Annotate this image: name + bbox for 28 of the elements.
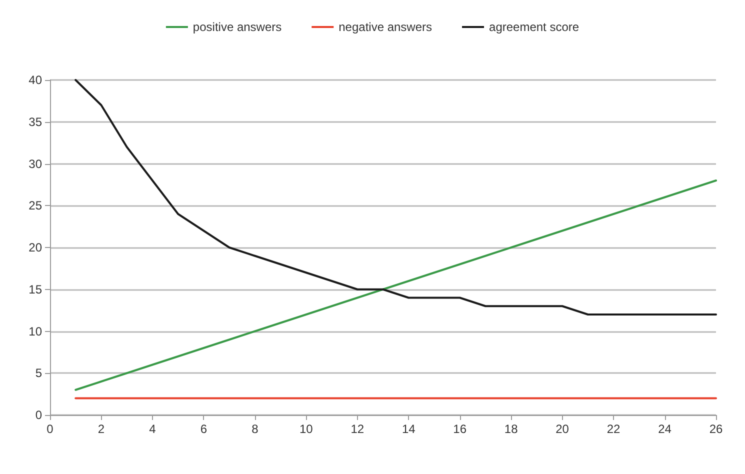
y-tick-label: 20: [28, 240, 42, 254]
x-tick-label: 26: [709, 422, 723, 436]
x-tick-label: 20: [556, 422, 570, 436]
y-tick-label: 35: [28, 114, 42, 129]
x-tick-label: 12: [350, 422, 364, 436]
y-tick-label: 40: [28, 73, 42, 87]
y-tick-label: 10: [28, 324, 42, 338]
x-tick-label: 4: [149, 422, 156, 436]
x-tick-label: 24: [658, 422, 672, 436]
legend-label: agreement score: [489, 20, 580, 34]
y-tick-label: 25: [28, 198, 42, 213]
x-tick-label: 8: [252, 422, 259, 436]
x-tick-label: 2: [98, 422, 105, 436]
x-tick-label: 18: [504, 422, 518, 436]
y-tick-label: 5: [35, 366, 42, 380]
x-tick-label: 16: [453, 422, 467, 436]
x-tick-label: 10: [299, 422, 314, 436]
y-tick-label: 15: [28, 282, 42, 296]
line-series: [74, 79, 717, 316]
legend-label: positive answers: [192, 20, 282, 34]
line-series: [74, 180, 717, 391]
y-tick-label: 30: [28, 156, 42, 171]
x-tick-label: 22: [606, 422, 621, 436]
x-tick-label: 14: [402, 422, 416, 436]
y-tick-label: 0: [35, 408, 42, 422]
x-tick-label: 6: [200, 422, 208, 436]
x-tick-label: 0: [46, 422, 54, 436]
legend-label: negative answers: [338, 20, 432, 34]
